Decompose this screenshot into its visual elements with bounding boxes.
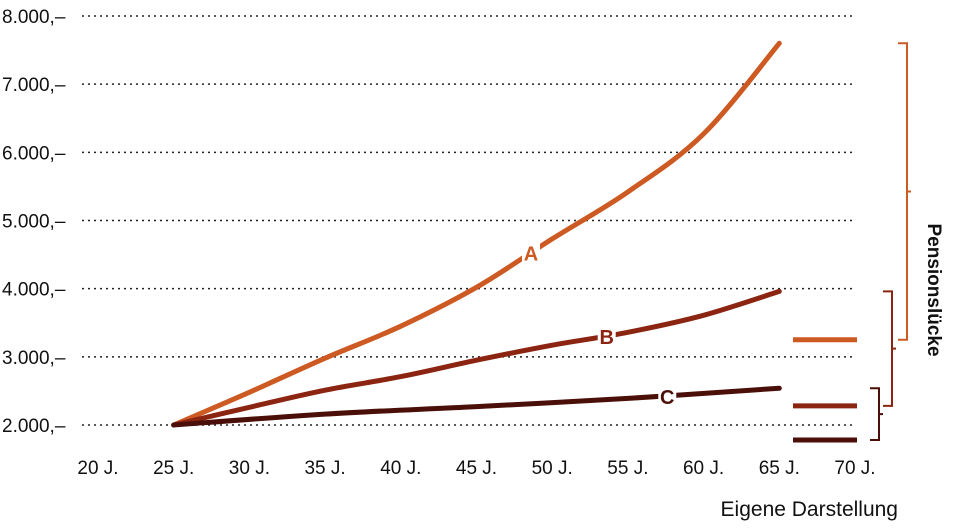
series-label-bg <box>522 239 541 266</box>
x-axis: 20 J. 25 J. 30 J. 35 J. 40 J. 45 J. 50 J. 55 J.… <box>77 458 875 479</box>
x-tick-label: 70 J. <box>834 458 875 479</box>
series-label-a: A <box>524 243 538 265</box>
source-note: Eigene Darstellung <box>721 498 898 521</box>
series-line-b <box>171 288 782 428</box>
series-line-c <box>171 385 782 428</box>
y-tick-label: 6.000,– <box>2 143 66 164</box>
y-tick-label: 7.000,– <box>2 75 66 96</box>
y-tick-label: 3.000,– <box>2 348 66 369</box>
series-layer: A B C <box>171 40 782 428</box>
y-tick-label: 2.000,– <box>2 416 66 437</box>
y-tick-label: 5.000,– <box>2 212 66 233</box>
x-tick-label: 30 J. <box>229 458 270 479</box>
series-label-c: C <box>660 387 674 409</box>
y-tick-label: 8.000,– <box>2 7 66 28</box>
gap-brackets <box>870 42 911 441</box>
x-tick-label: 40 J. <box>380 458 421 479</box>
y-tick-label: 4.000,– <box>2 280 66 301</box>
x-tick-label: 20 J. <box>77 458 118 479</box>
gap-bracket-a <box>898 42 911 341</box>
x-tick-label: 50 J. <box>532 458 573 479</box>
series-label-bg <box>658 382 677 409</box>
series-line-a <box>171 40 782 428</box>
gap-bracket-b <box>883 290 896 407</box>
x-tick-label: 35 J. <box>304 458 345 479</box>
pension-levels <box>793 337 857 443</box>
x-tick-label: 25 J. <box>153 458 194 479</box>
x-tick-label: 45 J. <box>456 458 497 479</box>
x-tick-label: 55 J. <box>607 458 648 479</box>
x-tick-label: 65 J. <box>759 458 800 479</box>
series-label-bg <box>597 322 616 349</box>
series-label-b: B <box>599 327 613 349</box>
gap-bracket-c <box>870 387 883 441</box>
x-tick-label: 60 J. <box>683 458 724 479</box>
gap-label: Pensionslücke <box>923 223 944 356</box>
y-axis: 2.000,– 3.000,– 4.000,– 5.000,– 6.000,– 7.000… <box>2 7 66 437</box>
